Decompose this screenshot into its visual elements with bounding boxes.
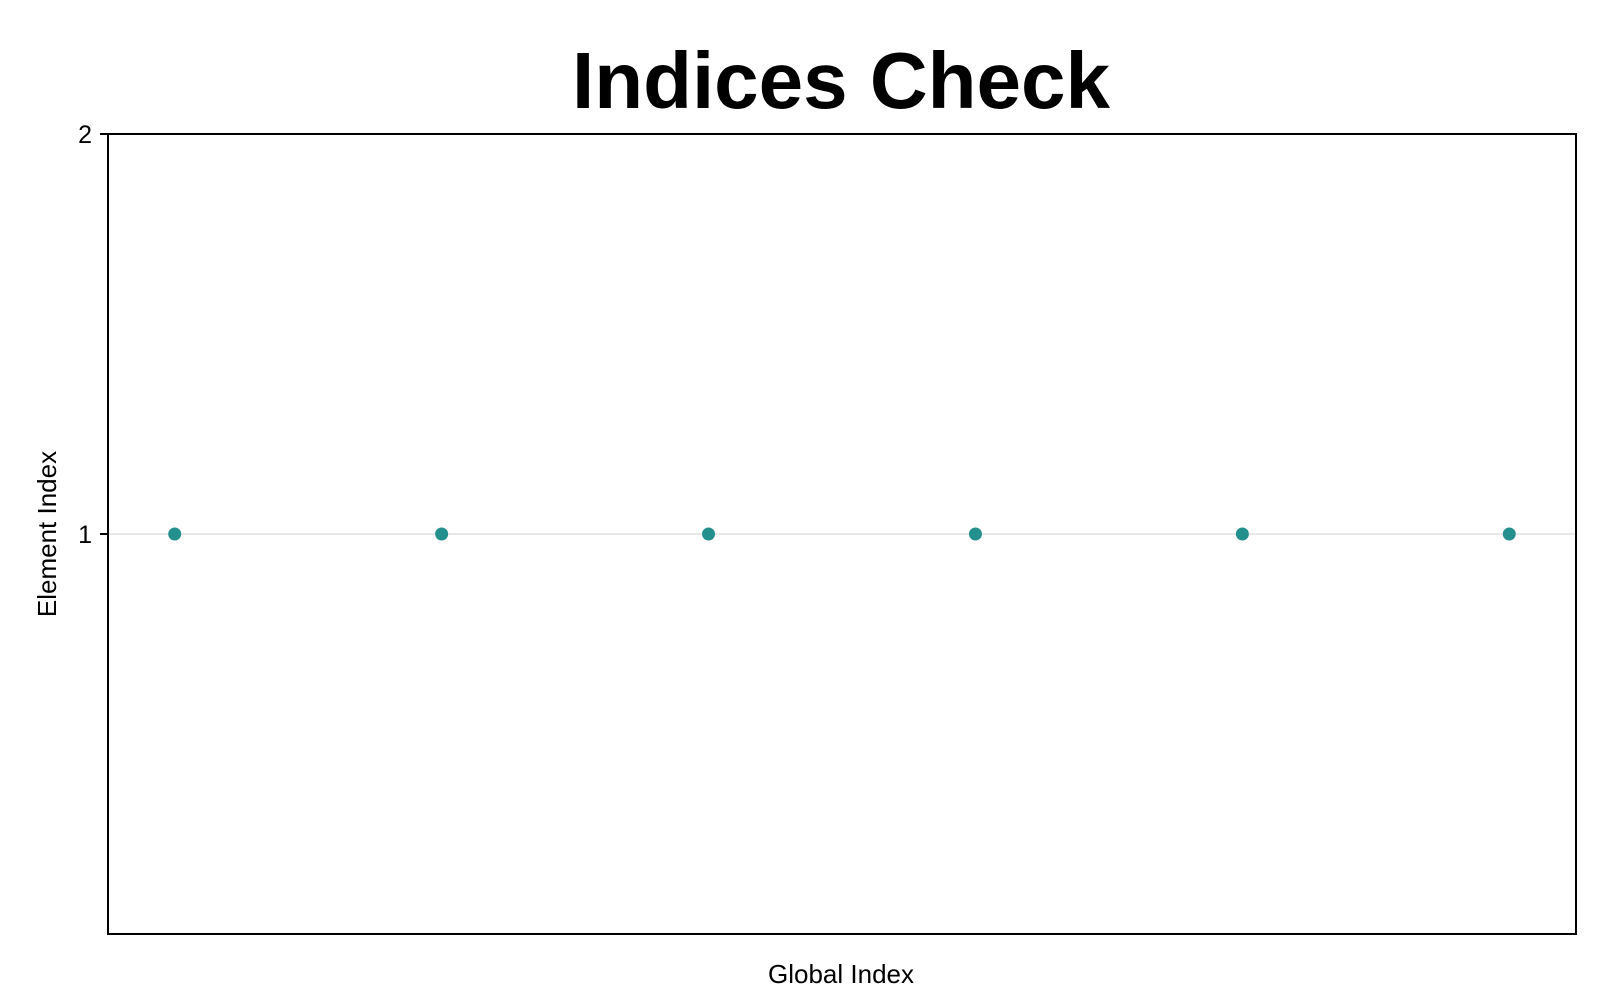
y-tick-label: 1 — [78, 521, 92, 549]
y-tick-label: 2 — [78, 121, 92, 149]
data-point — [702, 527, 716, 541]
y-axis-label: Element Index — [32, 451, 62, 617]
chart-title: Indices Check — [572, 36, 1111, 125]
data-point — [1235, 527, 1249, 541]
data-point — [968, 527, 982, 541]
x-axis-label: Global Index — [768, 959, 914, 989]
data-point — [1502, 527, 1516, 541]
y-axis: 12 — [78, 121, 108, 549]
data-point — [435, 527, 449, 541]
data-points — [168, 527, 1516, 541]
data-point — [168, 527, 182, 541]
